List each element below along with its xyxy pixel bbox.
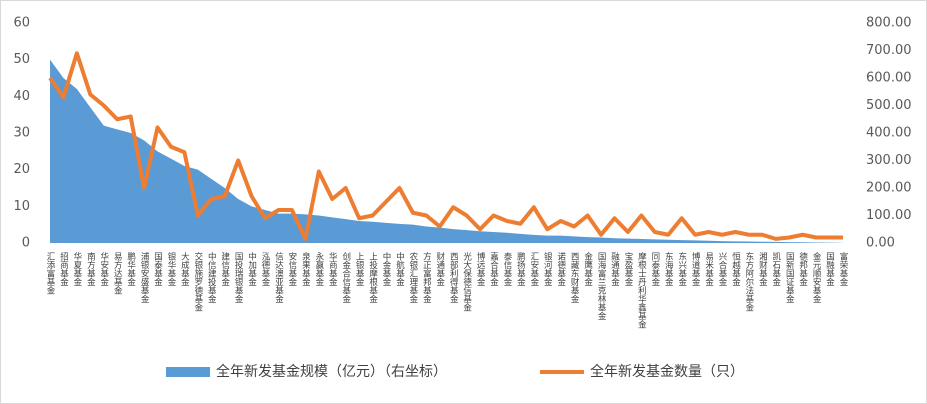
x-tick-label: 富荣基金 [838, 251, 848, 286]
x-tick-label: 西藏东财基金 [569, 252, 579, 303]
x-tick-label: 财通基金 [435, 251, 445, 286]
x-tick-label: 方正富邦基金 [421, 251, 431, 303]
area [50, 59, 843, 243]
x-tick-label: 金鹰基金 [583, 251, 593, 286]
y-tick-label: 40 [13, 89, 30, 104]
x-tick-label: 兴合基金 [717, 252, 727, 286]
x-tick-label: 上投摩根基金 [368, 252, 378, 303]
x-tick-label: 恒越基金 [730, 251, 740, 286]
x-tick-label: 国泰基金 [153, 252, 163, 286]
x-tick-label: 建信基金 [220, 251, 230, 286]
line [48, 51, 843, 241]
x-tick-label: 创金合信基金 [341, 251, 351, 303]
y-tick-label: 50 [13, 52, 30, 67]
y2-tick-label: 500.00 [866, 98, 912, 113]
y2-tick-label: 100.00 [866, 208, 912, 223]
x-tick-label: 浦银安盛基金 [139, 251, 149, 303]
x-tick-label: 汇添富基金 [45, 252, 55, 295]
x-tick-label: 安信基金 [287, 251, 297, 286]
x-tick-label: 招商基金 [58, 251, 68, 286]
x-tick-label: 中航基金 [394, 251, 404, 286]
y2-tick-label: 200.00 [866, 181, 912, 196]
legend-label: 全年新发基金数量（只） [590, 363, 744, 380]
x-tick-label: 华安基金 [99, 251, 109, 286]
y-tick-label: 10 [13, 199, 30, 214]
x-tick-label: 华夏基金 [72, 251, 82, 286]
x-tick-label: 国投瑞银基金 [233, 252, 243, 303]
x-tick-label: 鹏华基金 [126, 251, 136, 286]
x-tick-label: 博道基金 [690, 251, 700, 286]
x-tick-label: 同泰基金 [650, 252, 660, 286]
x-tick-label: 宝盈基金 [623, 251, 633, 286]
x-tick-label: 国新国证基金 [784, 252, 794, 303]
x-tick-label: 易方达基金 [112, 252, 122, 295]
legend-swatch [166, 367, 210, 377]
x-tick-label: 永赢基金 [314, 251, 324, 286]
x-tick-label: 上银基金 [354, 252, 364, 286]
x-tick-label: 汇安基金 [529, 252, 539, 286]
y-tick-label: 30 [13, 126, 30, 141]
x-tick-label: 嘉合基金 [489, 251, 499, 286]
x-tick-label: 中金基金 [381, 251, 391, 286]
x-tick-label: 东方阿尔法基金 [744, 251, 754, 311]
x-tick-label: 凯石基金 [771, 251, 781, 286]
x-tick-label: 华商基金 [327, 251, 337, 286]
x-tick-label: 德邦基金 [798, 251, 808, 286]
y2-tick-label: 800.00 [866, 16, 912, 31]
x-tick-label: 信达澳亚基金 [273, 251, 283, 303]
x-tick-label: 中加基金 [247, 251, 257, 286]
x-tick-label: 摩根士丹利华鑫基金 [636, 251, 646, 328]
x-tick-label: 南方基金 [85, 251, 95, 286]
y2-tick-label: 400.00 [866, 126, 912, 141]
x-tick-label: 泉果基金 [300, 251, 310, 286]
legend-label: 全年新发基金规模（亿元）（右坐标） [216, 363, 447, 380]
x-tick-label: 东兴基金 [677, 251, 687, 286]
x-tick-label: 交银施罗德基金 [193, 251, 203, 311]
x-tick-label: 银华基金 [166, 251, 176, 286]
x-tick-label: 鹏扬基金 [515, 251, 525, 286]
y2-tick-label: 700.00 [866, 43, 912, 58]
x-tick-label: 中信建投基金 [206, 251, 216, 303]
x-tick-label: 湘财基金 [757, 251, 767, 286]
x-tick-label: 泰信基金 [502, 251, 512, 286]
x-tick-label: 易米基金 [704, 252, 714, 286]
x-tick-label: 诺德基金 [556, 251, 566, 286]
y2-tick-label: 0.00 [866, 236, 895, 251]
x-tick-label: 国融基金 [825, 252, 835, 286]
x-tick-label: 东海基金 [663, 251, 673, 286]
x-tick-label: 泓德基金 [260, 252, 270, 286]
y-tick-label: 20 [13, 162, 30, 177]
y-tick-label: 60 [13, 16, 30, 31]
x-tick-label: 金元顺安基金 [811, 251, 821, 303]
x-tick-label: 银河基金 [542, 251, 552, 286]
y2-tick-label: 600.00 [866, 71, 912, 86]
x-tick-label: 博远基金 [475, 251, 485, 286]
x-tick-label: 西部利得基金 [448, 252, 458, 303]
y2-tick-label: 300.00 [866, 153, 912, 168]
x-tick-label: 融通基金 [610, 251, 620, 286]
x-tick-label: 大成基金 [179, 251, 189, 286]
x-tick-label: 国海富兰克林基金 [596, 252, 606, 320]
x-tick-label: 光大保德信基金 [462, 251, 472, 311]
y-tick-label: 0 [22, 236, 30, 251]
x-tick-label: 农银汇理基金 [408, 251, 418, 303]
